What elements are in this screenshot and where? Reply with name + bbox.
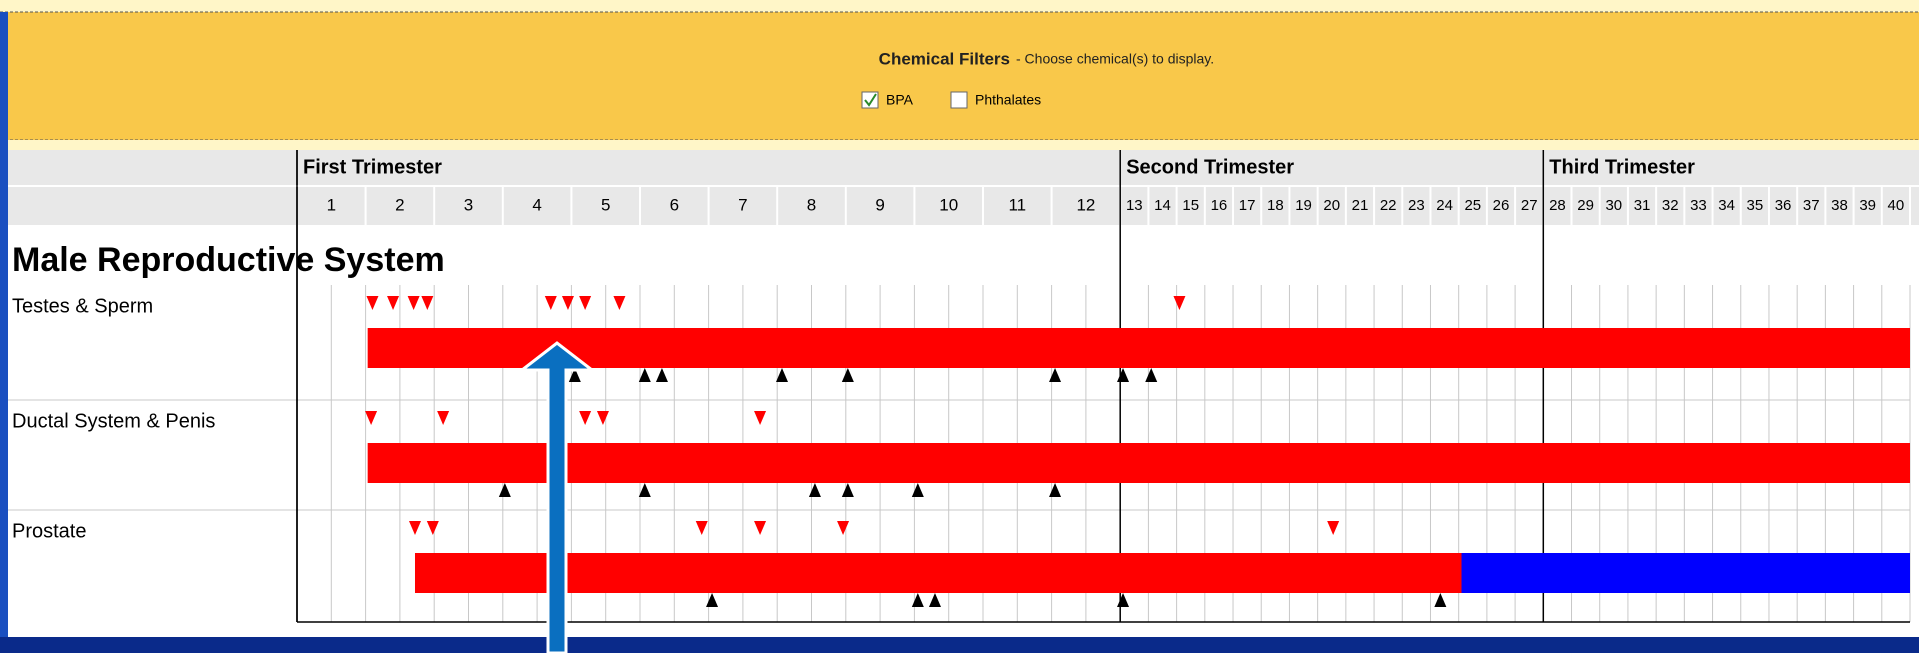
week-label: 20 <box>1323 197 1340 214</box>
week-label: 39 <box>1859 197 1876 214</box>
week-label: 36 <box>1775 197 1792 214</box>
week-label: 28 <box>1549 197 1566 214</box>
week-label: 31 <box>1634 197 1651 214</box>
week-label: 30 <box>1605 197 1622 214</box>
left-edge <box>0 12 8 653</box>
week-label: 25 <box>1464 197 1481 214</box>
week-label: 24 <box>1436 197 1453 214</box>
week-label: 3 <box>464 195 473 214</box>
checkbox-label[interactable]: BPA <box>886 92 914 108</box>
filter-subtitle: - Choose chemical(s) to display. <box>1016 51 1214 67</box>
week-label: 16 <box>1211 197 1228 214</box>
filter-panel <box>0 12 1919 140</box>
week-label: 34 <box>1718 197 1735 214</box>
week-label: 12 <box>1076 195 1095 214</box>
checkbox-label[interactable]: Phthalates <box>975 92 1041 108</box>
week-label: 19 <box>1295 197 1312 214</box>
week-label: 37 <box>1803 197 1820 214</box>
week-label: 26 <box>1493 197 1510 214</box>
row-label: Testes & Sperm <box>12 295 153 317</box>
week-label: 21 <box>1352 197 1369 214</box>
exposure-bar <box>368 328 1910 368</box>
strip <box>0 140 1919 150</box>
row-label: Prostate <box>12 520 86 542</box>
week-label: 38 <box>1831 197 1848 214</box>
week-label: 7 <box>738 195 747 214</box>
top-strip <box>0 0 1919 12</box>
week-label: 22 <box>1380 197 1397 214</box>
week-label: 18 <box>1267 197 1284 214</box>
week-label: 40 <box>1888 197 1905 214</box>
week-label: 23 <box>1408 197 1425 214</box>
week-label: 17 <box>1239 197 1256 214</box>
exposure-bar <box>415 553 1462 593</box>
week-label: 1 <box>327 195 336 214</box>
week-label: 9 <box>875 195 884 214</box>
row-label: Ductal System & Penis <box>12 410 215 432</box>
week-label: 15 <box>1182 197 1199 214</box>
week-label: 10 <box>939 195 958 214</box>
timeline-page: Chemical Filters - Choose chemical(s) to… <box>0 0 1919 653</box>
week-label: 4 <box>532 195 541 214</box>
week-label: 35 <box>1747 197 1764 214</box>
week-label: 5 <box>601 195 610 214</box>
exposure-bar <box>1462 553 1910 593</box>
filter-title: Chemical Filters <box>879 49 1010 68</box>
trimester-label: Third Trimester <box>1549 156 1695 178</box>
section-title: Male Reproductive System <box>12 241 445 279</box>
bottom-edge <box>0 637 1919 653</box>
week-label: 13 <box>1126 197 1143 214</box>
week-label: 33 <box>1690 197 1707 214</box>
week-label: 29 <box>1577 197 1594 214</box>
checkbox[interactable] <box>951 92 967 108</box>
week-label: 32 <box>1662 197 1679 214</box>
exposure-bar <box>368 443 1910 483</box>
trimester-label: First Trimester <box>303 156 442 178</box>
week-label: 14 <box>1154 197 1171 214</box>
week-label: 8 <box>807 195 816 214</box>
trimester-label: Second Trimester <box>1126 156 1294 178</box>
week-label: 6 <box>670 195 679 214</box>
week-label: 27 <box>1521 197 1538 214</box>
week-label: 11 <box>1008 195 1026 214</box>
week-label: 2 <box>395 195 404 214</box>
